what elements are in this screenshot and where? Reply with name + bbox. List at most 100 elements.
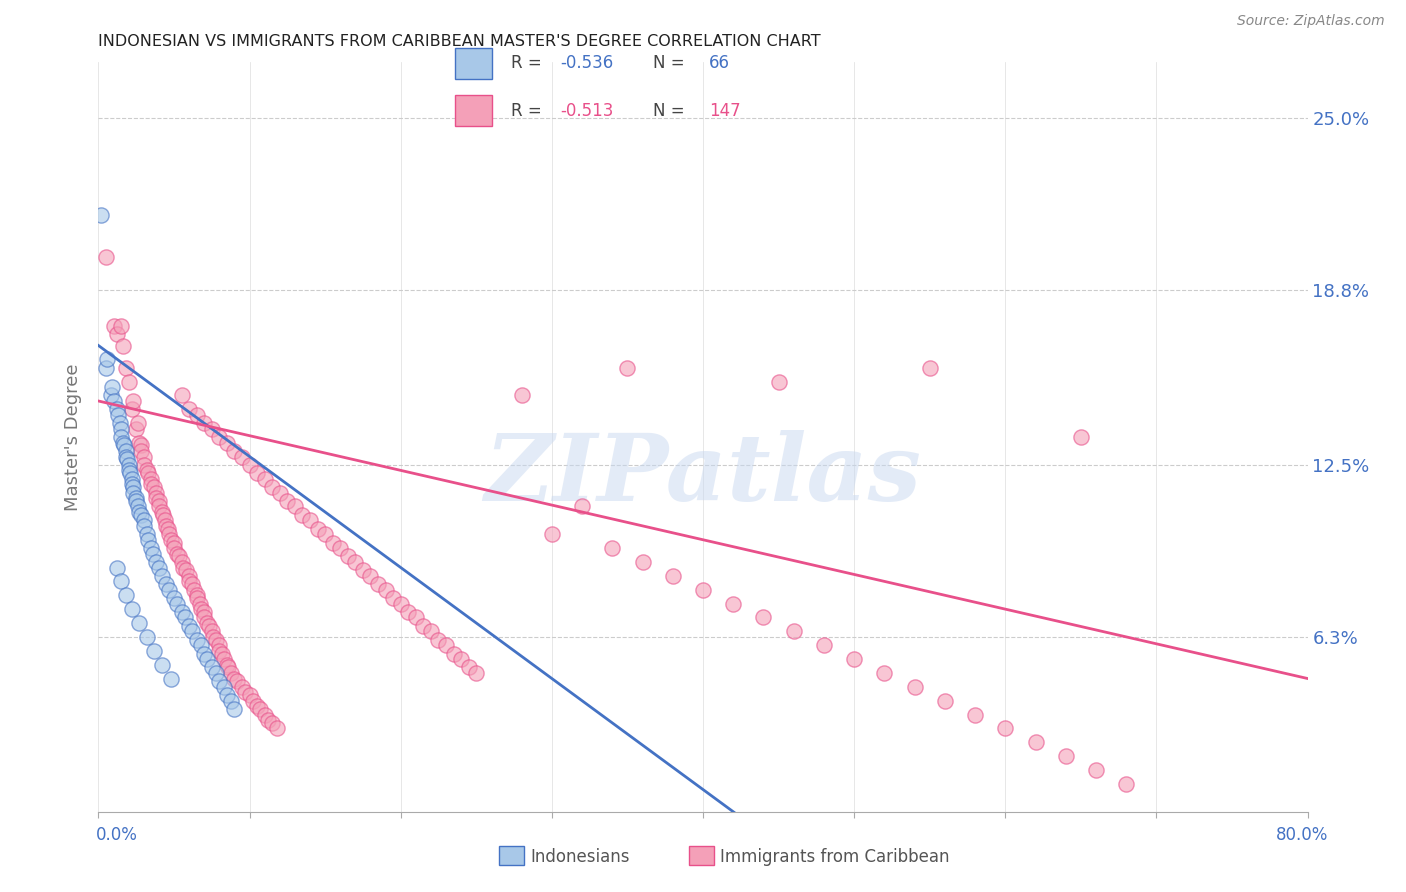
- Point: [443, 647, 465, 661]
- Point: [873, 665, 896, 680]
- Point: [110, 430, 132, 444]
- Text: Source: ZipAtlas.com: Source: ZipAtlas.com: [1237, 14, 1385, 28]
- Point: [253, 472, 276, 486]
- Point: [105, 560, 128, 574]
- Point: [224, 444, 246, 458]
- Point: [105, 327, 128, 342]
- Point: [110, 422, 132, 436]
- Point: [427, 632, 450, 647]
- Point: [111, 435, 134, 450]
- Point: [94, 250, 117, 264]
- Point: [212, 680, 235, 694]
- Point: [934, 694, 956, 708]
- Point: [159, 527, 181, 541]
- Point: [118, 375, 141, 389]
- Point: [211, 647, 233, 661]
- Point: [128, 435, 150, 450]
- Point: [233, 685, 256, 699]
- Point: [631, 555, 654, 569]
- Point: [159, 582, 181, 597]
- Point: [262, 715, 284, 730]
- Point: [224, 672, 246, 686]
- Y-axis label: Master's Degree: Master's Degree: [65, 363, 83, 511]
- Point: [389, 597, 412, 611]
- Point: [121, 602, 143, 616]
- Point: [136, 533, 159, 547]
- Point: [1085, 763, 1108, 777]
- Point: [186, 588, 208, 602]
- Point: [135, 630, 157, 644]
- Point: [405, 610, 427, 624]
- Point: [221, 665, 243, 680]
- Point: [188, 597, 211, 611]
- Point: [239, 688, 262, 702]
- Point: [132, 519, 155, 533]
- Point: [208, 674, 231, 689]
- Point: [127, 500, 149, 514]
- Point: [179, 619, 201, 633]
- Point: [205, 665, 228, 680]
- Point: [434, 638, 457, 652]
- Point: [132, 513, 155, 527]
- Point: [768, 375, 790, 389]
- Point: [141, 477, 163, 491]
- Point: [122, 394, 145, 409]
- Text: INDONESIAN VS IMMIGRANTS FROM CARIBBEAN MASTER'S DEGREE CORRELATION CHART: INDONESIAN VS IMMIGRANTS FROM CARIBBEAN …: [98, 34, 821, 49]
- Text: 80.0%: 80.0%: [1277, 826, 1329, 844]
- Point: [129, 508, 152, 522]
- Point: [170, 388, 193, 402]
- Point: [132, 450, 155, 464]
- Point: [457, 660, 479, 674]
- Point: [197, 619, 219, 633]
- Point: [193, 610, 215, 624]
- Point: [111, 338, 134, 352]
- Point: [329, 541, 352, 555]
- Point: [179, 574, 201, 589]
- Point: [336, 549, 359, 564]
- Point: [125, 422, 148, 436]
- Point: [136, 466, 159, 480]
- Point: [150, 505, 173, 519]
- Point: [174, 563, 197, 577]
- Point: [208, 644, 231, 658]
- Point: [105, 402, 128, 417]
- Point: [148, 494, 170, 508]
- Point: [166, 547, 188, 561]
- Point: [1070, 430, 1092, 444]
- Point: [141, 472, 163, 486]
- Point: [135, 527, 157, 541]
- Point: [205, 632, 228, 647]
- Point: [367, 577, 389, 591]
- Text: 0.0%: 0.0%: [96, 826, 138, 844]
- Point: [148, 500, 170, 514]
- Point: [142, 547, 165, 561]
- Point: [186, 632, 208, 647]
- Point: [723, 597, 745, 611]
- Point: [114, 444, 136, 458]
- Text: 147: 147: [709, 102, 741, 120]
- Point: [148, 560, 170, 574]
- Text: N =: N =: [654, 54, 690, 72]
- Point: [212, 652, 235, 666]
- Point: [221, 694, 243, 708]
- Point: [156, 522, 179, 536]
- Point: [1115, 777, 1137, 791]
- Point: [115, 452, 138, 467]
- Point: [114, 360, 136, 375]
- Point: [143, 644, 166, 658]
- Point: [179, 569, 201, 583]
- Point: [450, 652, 472, 666]
- Point: [128, 505, 150, 519]
- Point: [844, 652, 866, 666]
- Point: [195, 652, 218, 666]
- Point: [128, 615, 150, 630]
- Point: [994, 722, 1017, 736]
- Point: [420, 624, 443, 639]
- Point: [181, 624, 204, 639]
- Text: ZIPatlas: ZIPatlas: [485, 430, 921, 519]
- Point: [249, 702, 271, 716]
- Point: [692, 582, 714, 597]
- Point: [256, 713, 278, 727]
- Point: [163, 541, 186, 555]
- Point: [465, 665, 488, 680]
